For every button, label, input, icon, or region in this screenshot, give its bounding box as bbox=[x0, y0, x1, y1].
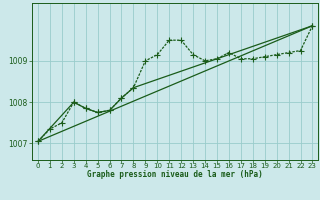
X-axis label: Graphe pression niveau de la mer (hPa): Graphe pression niveau de la mer (hPa) bbox=[87, 170, 263, 179]
